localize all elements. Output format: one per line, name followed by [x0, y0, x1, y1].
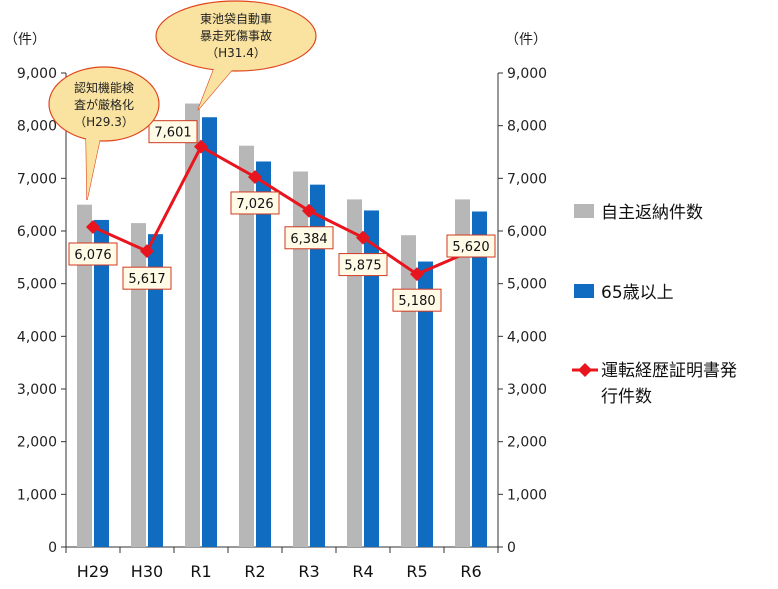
line-marker: [356, 230, 370, 245]
right-tick-label: 6,000: [507, 224, 547, 240]
left-tick-label: 6,000: [17, 224, 57, 240]
bar-voluntary-return: [185, 103, 200, 548]
bar-age65-plus: [256, 161, 271, 548]
right-tick-label: 1,000: [507, 487, 547, 503]
legend-label-age65-plus: 65歳以上: [601, 283, 674, 303]
x-tick-label: R2: [244, 562, 265, 581]
data-label-box: [446, 234, 496, 258]
x-tick-label: R6: [460, 562, 481, 581]
left-tick-label: 8,000: [17, 119, 57, 135]
bar-age65-plus: [202, 117, 217, 548]
x-tick-label: R4: [352, 562, 373, 581]
left-tick-label: 3,000: [17, 382, 57, 398]
bar-voluntary-return: [401, 235, 416, 548]
legend-label-certificate: 運転経歴証明書発: [601, 361, 737, 381]
data-label: 7,601: [154, 126, 191, 141]
line-marker: [248, 169, 262, 184]
right-tick-label: 3,000: [507, 382, 547, 398]
legend-swatch-marker: [578, 363, 592, 377]
callout-text: 暴走死傷事故: [200, 28, 272, 43]
callout-text: 査が厳格化: [74, 97, 134, 112]
x-tick-label: R1: [190, 562, 211, 581]
callout-bubble: [155, 0, 317, 72]
right-axis-unit: （件）: [505, 32, 547, 48]
legend-swatch-voluntary-return: [574, 204, 594, 218]
left-tick-label: 7,000: [17, 171, 57, 187]
data-label: 7,026: [236, 197, 273, 212]
data-label: 5,620: [452, 240, 489, 255]
data-label-box: [284, 226, 334, 250]
bar-voluntary-return: [239, 145, 254, 547]
bar-voluntary-return: [455, 199, 470, 547]
line-marker: [302, 203, 316, 218]
data-label: 5,617: [128, 272, 165, 287]
left-tick-label: 2,000: [17, 435, 57, 451]
callout-bubble: [48, 66, 160, 142]
bar-voluntary-return: [131, 223, 146, 547]
left-axis-unit: （件）: [4, 32, 46, 48]
line-marker: [410, 267, 424, 282]
data-label: 5,875: [344, 259, 381, 274]
callout-text: （H31.4）: [206, 46, 266, 60]
data-label: 6,076: [74, 248, 111, 263]
bar-age65-plus: [148, 234, 163, 547]
callout-text: 東池袋自動車: [200, 12, 272, 26]
data-label-box: [148, 120, 198, 144]
left-tick-label: 9,000: [17, 66, 57, 82]
x-tick-label: R3: [298, 562, 319, 581]
right-tick-label: 5,000: [507, 277, 547, 293]
legend-label-voluntary-return: 自主返納件数: [601, 203, 703, 223]
x-tick-label: H30: [131, 562, 163, 581]
bar-voluntary-return: [293, 171, 308, 547]
right-tick-label: 4,000: [507, 329, 547, 345]
data-label: 5,180: [398, 294, 435, 309]
left-tick-label: 0: [48, 540, 57, 556]
data-label-box: [230, 191, 280, 215]
bar-age65-plus: [418, 261, 433, 547]
callout-tail-fill: [198, 66, 232, 110]
data-label-box: [68, 242, 118, 266]
legend-label-certificate-cont: 行件数: [601, 387, 652, 407]
right-tick-label: 7,000: [507, 171, 547, 187]
line-series: [92, 144, 472, 276]
bar-age65-plus: [472, 211, 487, 547]
data-label-box: [392, 288, 442, 312]
x-tick-label: H29: [77, 562, 109, 581]
bar-age65-plus: [364, 210, 379, 547]
legend-swatch-age65-plus: [574, 284, 594, 298]
data-label-box: [338, 253, 388, 277]
right-tick-label: 8,000: [507, 119, 547, 135]
left-tick-label: 5,000: [17, 277, 57, 293]
left-tick-label: 4,000: [17, 329, 57, 345]
line-marker: [86, 219, 100, 234]
data-label: 6,384: [290, 232, 327, 247]
line-marker: [140, 244, 154, 259]
right-tick-label: 9,000: [507, 66, 547, 82]
right-tick-label: 2,000: [507, 435, 547, 451]
left-tick-label: 1,000: [17, 487, 57, 503]
callout-text: 認知機能検: [74, 80, 134, 95]
bar-voluntary-return: [347, 199, 362, 547]
data-label-box: [122, 266, 172, 290]
x-tick-label: R5: [406, 562, 427, 581]
callout-text: （H29.3）: [74, 115, 134, 129]
bar-age65-plus: [94, 219, 109, 547]
right-tick-label: 0: [507, 540, 516, 556]
bar-age65-plus: [310, 184, 325, 548]
callout-tail-fill: [86, 136, 100, 200]
bar-voluntary-return: [77, 204, 92, 547]
